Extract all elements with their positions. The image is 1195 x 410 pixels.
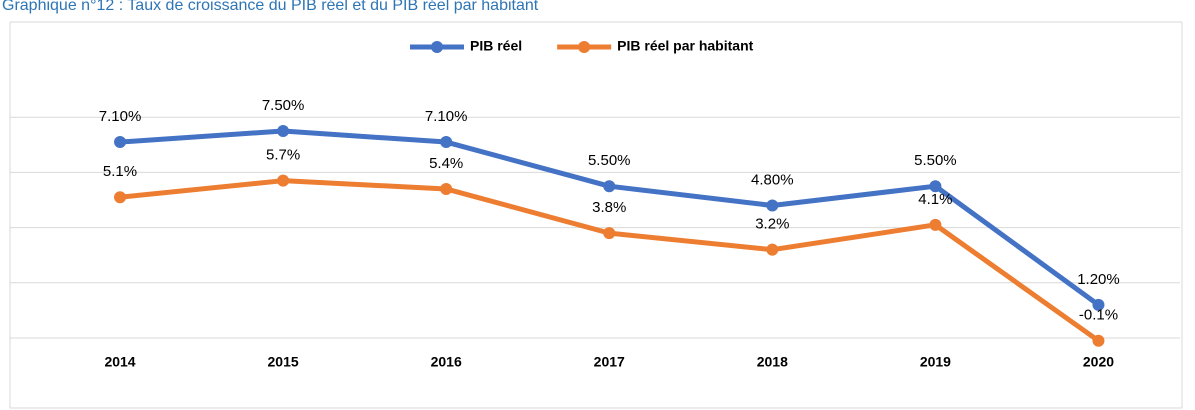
data-point [603, 180, 616, 193]
x-tick-label: 2019 [920, 354, 951, 370]
data-label: 7.10% [99, 108, 142, 125]
data-label: 5.50% [914, 152, 957, 169]
data-point [114, 136, 127, 149]
data-label: 5.4% [429, 155, 463, 172]
data-label: 4.80% [751, 171, 794, 188]
x-tick-label: 2014 [104, 354, 135, 370]
legend-marker [431, 41, 443, 53]
data-point [114, 191, 127, 204]
data-point [766, 199, 779, 212]
chart-frame [9, 21, 1183, 409]
data-point [1092, 334, 1105, 347]
chart-title: Graphique n°12 : Taux de croissance du P… [2, 0, 539, 14]
data-point [440, 182, 453, 195]
data-label: 3.8% [592, 199, 626, 216]
data-label: 3.2% [755, 216, 789, 233]
data-label: 4.1% [918, 191, 952, 208]
data-point [929, 180, 942, 193]
data-point [277, 174, 290, 187]
data-label: 7.10% [425, 108, 468, 125]
data-label: -0.1% [1079, 307, 1118, 324]
data-label: 5.50% [588, 152, 631, 169]
legend-label: PIB réel par habitant [617, 38, 753, 54]
legend-label: PIB réel [470, 38, 522, 54]
x-tick-label: 2018 [757, 354, 788, 370]
data-point [766, 243, 779, 256]
legend-marker [578, 41, 591, 53]
data-point [1092, 298, 1105, 311]
x-tick-label: 2016 [431, 354, 462, 370]
data-label: 5.1% [103, 163, 137, 180]
data-label: 1.20% [1077, 271, 1120, 288]
data-label: 7.50% [262, 97, 305, 114]
data-label: 5.7% [266, 147, 300, 164]
data-point [277, 125, 290, 137]
x-tick-label: 2017 [594, 354, 625, 370]
x-tick-label: 2015 [268, 354, 299, 370]
data-point [440, 136, 453, 149]
data-point [603, 227, 616, 240]
data-point [929, 218, 942, 231]
x-tick-label: 2020 [1083, 354, 1114, 370]
